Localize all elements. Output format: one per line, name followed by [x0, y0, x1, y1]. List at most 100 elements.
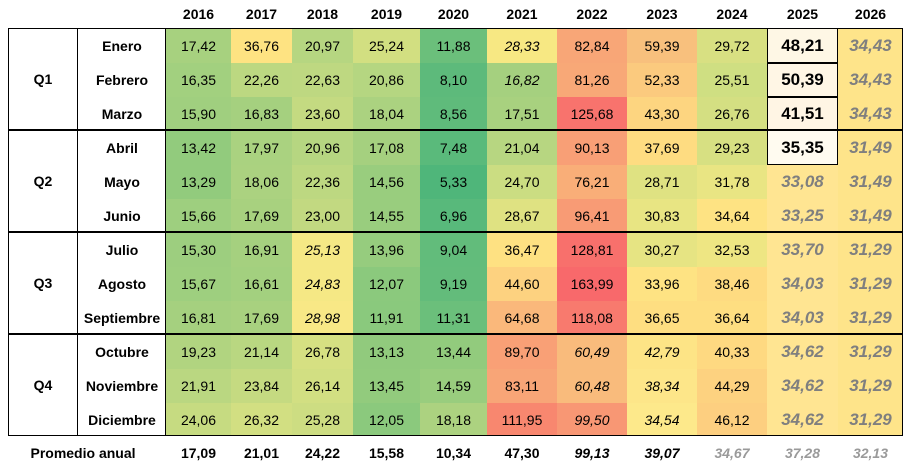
value-cell: 34,64: [697, 199, 767, 232]
value-cell: 17,08: [353, 130, 420, 165]
value-cell: 15,66: [166, 199, 231, 232]
value-cell: 34,03: [767, 301, 838, 334]
value-cell: 111,95: [487, 403, 557, 436]
value-cell: 13,42: [166, 130, 231, 165]
year-header: 2016: [182, 6, 215, 22]
annual-average-value: 39,07: [644, 444, 680, 461]
value-cell: 25,51: [697, 63, 767, 97]
value-cell: 21,04: [487, 130, 557, 165]
annual-average-value: 32,13: [852, 444, 889, 461]
value-cell: 26,32: [231, 403, 292, 436]
annual-average-value: 21,01: [243, 444, 280, 461]
value-cell: 34,62: [767, 369, 838, 403]
value-cell: 22,63: [292, 63, 353, 97]
value-cell: 13,13: [353, 334, 420, 369]
value-cell: 34,62: [767, 334, 838, 369]
value-cell: 16,35: [166, 63, 231, 97]
month-label: Septiembre: [83, 309, 161, 326]
value-cell: 19,23: [166, 334, 231, 369]
value-cell: 16,82: [487, 63, 557, 97]
value-cell: 14,59: [420, 369, 487, 403]
value-cell: 32,53: [697, 232, 767, 267]
value-cell: 42,79: [627, 334, 697, 369]
value-cell: 17,69: [231, 301, 292, 334]
month-label: Febrero: [95, 72, 149, 88]
value-cell: 21,91: [166, 369, 231, 403]
month-label: Agosto: [97, 276, 147, 292]
value-cell: 31,78: [697, 165, 767, 199]
value-cell: 14,56: [353, 165, 420, 199]
value-cell: 5,33: [420, 165, 487, 199]
value-cell: 37,69: [627, 130, 697, 165]
quarter-label: Q1: [33, 71, 53, 87]
value-cell: 11,88: [420, 28, 487, 63]
value-cell: 90,13: [557, 130, 627, 165]
value-cell: 17,42: [166, 28, 231, 63]
quarter-label: Q4: [33, 377, 53, 393]
value-cell: 25,13: [292, 232, 353, 267]
value-cell: 99,50: [557, 403, 627, 436]
month-label: Mayo: [104, 174, 140, 190]
month-label: Enero: [102, 37, 142, 54]
month-label: Junio: [103, 207, 141, 224]
value-cell: 15,30: [166, 232, 231, 267]
value-cell: 34,43: [838, 63, 903, 97]
value-cell: 17,51: [487, 97, 557, 130]
value-cell: 9,19: [420, 267, 487, 301]
value-cell: 33,96: [627, 267, 697, 301]
value-cell: 28,67: [487, 199, 557, 232]
quarter-label: Q2: [33, 173, 53, 189]
value-cell: 33,25: [767, 199, 838, 232]
quarter-label: Q3: [33, 275, 53, 291]
value-cell: 13,45: [353, 369, 420, 403]
value-cell: 29,23: [697, 130, 767, 165]
value-cell: 34,62: [767, 403, 838, 436]
value-cell: 26,78: [292, 334, 353, 369]
value-cell: 9,04: [420, 232, 487, 267]
value-cell: 11,31: [420, 301, 487, 334]
value-cell: 20,86: [353, 63, 420, 97]
value-cell: 28,71: [627, 165, 697, 199]
value-cell: 125,68: [557, 97, 627, 130]
value-cell: 36,64: [697, 301, 767, 334]
value-cell: 20,97: [292, 28, 353, 63]
value-cell: 8,10: [420, 63, 487, 97]
annual-average-value: 15,58: [368, 444, 405, 461]
value-cell: 44,60: [487, 267, 557, 301]
year-header: 2019: [370, 6, 403, 22]
value-cell: 76,21: [557, 165, 627, 199]
value-cell: 83,11: [487, 369, 557, 403]
value-cell: 24,06: [166, 403, 231, 436]
value-cell: 31,49: [838, 199, 903, 232]
value-cell: 21,14: [231, 334, 292, 369]
value-cell: 14,55: [353, 199, 420, 232]
value-cell: 31,49: [838, 165, 903, 199]
value-cell: 22,26: [231, 63, 292, 97]
value-cell: 18,06: [231, 165, 292, 199]
value-cell: 18,18: [420, 403, 487, 436]
value-cell: 16,61: [231, 267, 292, 301]
value-cell: 44,29: [697, 369, 767, 403]
year-header: 2021: [506, 6, 538, 22]
value-cell: 15,90: [166, 97, 231, 130]
year-header: 2018: [306, 6, 339, 22]
annual-average-value: 34,67: [714, 444, 750, 461]
value-cell: 59,39: [627, 28, 697, 63]
annual-average-value: 10,34: [435, 444, 472, 461]
value-cell: 31,29: [838, 232, 903, 267]
value-cell: 96,41: [557, 199, 627, 232]
value-cell: 15,67: [166, 267, 231, 301]
value-cell: 163,99: [557, 267, 627, 301]
value-cell: 28,33: [487, 28, 557, 63]
value-cell: 16,91: [231, 232, 292, 267]
value-cell: 8,56: [420, 97, 487, 130]
value-cell: 24,83: [292, 267, 353, 301]
year-header: 2022: [576, 6, 608, 22]
month-label: Marzo: [101, 105, 143, 122]
value-cell: 31,29: [838, 334, 903, 369]
value-cell: 25,24: [353, 28, 420, 63]
value-cell: 18,04: [353, 97, 420, 130]
value-cell: 31,29: [838, 369, 903, 403]
month-label: Octubre: [95, 343, 149, 360]
value-cell: 46,12: [697, 403, 767, 436]
